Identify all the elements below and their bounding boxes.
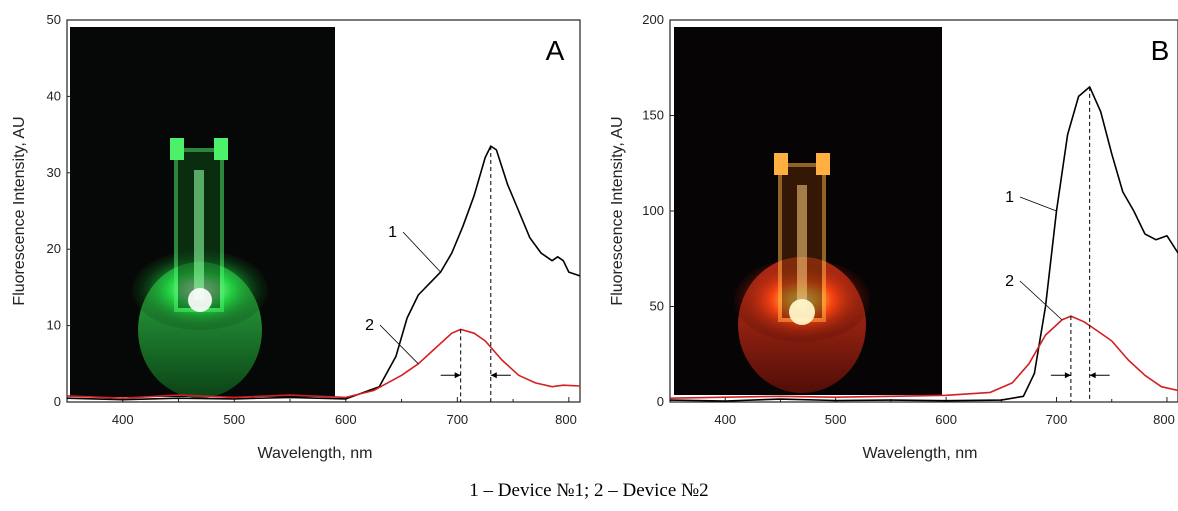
photo-inset-green	[70, 27, 335, 398]
curve-label-2: 2	[1005, 273, 1014, 290]
cuvette-liquid	[797, 185, 807, 310]
y-tick-label: 0	[657, 394, 664, 409]
figure-caption: 1 – Device №1; 2 – Device №2	[469, 480, 709, 501]
curve-leader-1	[1019, 196, 1057, 212]
x-tick-label: 700	[446, 412, 468, 427]
y-tick-label: 200	[642, 12, 664, 27]
photo-inset-red	[674, 27, 942, 395]
x-axis-label-a: Wavelength, nm	[257, 445, 372, 462]
x-ticks-a: 400 500 600 700 800	[66, 397, 577, 427]
cuvette-rim-right	[816, 153, 830, 175]
y-tick-label: 10	[47, 318, 61, 333]
x-tick-label: 800	[555, 412, 577, 427]
x-tick-label: 400	[112, 412, 134, 427]
light-source	[188, 288, 212, 312]
curve-leader-2	[379, 324, 419, 365]
y-axis-label-b: Fluorescence Intensity, AU	[609, 116, 626, 305]
series-line-1	[669, 86, 1178, 402]
shift-arrow-right-head	[1089, 372, 1096, 379]
x-axis-label-b: Wavelength, nm	[862, 445, 977, 462]
x-tick-label: 400	[714, 412, 736, 427]
cuvette-rim-left	[170, 138, 184, 160]
cuvette-liquid	[194, 170, 204, 300]
x-tick-label: 800	[1153, 412, 1175, 427]
y-ticks-a: 0 10 20 30 40 50	[47, 12, 72, 409]
curve-label-2: 2	[365, 317, 374, 334]
x-tick-label: 600	[335, 412, 357, 427]
shift-arrow-left-head	[1064, 372, 1071, 379]
x-tick-label: 500	[825, 412, 847, 427]
shift-arrow-right-head	[490, 372, 497, 379]
curve-leader-2	[1019, 280, 1063, 321]
y-tick-label: 0	[54, 394, 61, 409]
y-tick-label: 40	[47, 88, 61, 103]
series-line-2	[66, 328, 581, 400]
x-tick-label: 500	[223, 412, 245, 427]
y-ticks-b: 0 50 100 150 200	[642, 12, 675, 409]
y-tick-label: 20	[47, 241, 61, 256]
series-line-1	[66, 145, 581, 401]
panel-letter-a: A	[546, 35, 565, 66]
x-tick-label: 600	[935, 412, 957, 427]
cuvette-rim-left	[774, 153, 788, 175]
curves-a	[66, 145, 581, 401]
curve-label-1: 1	[1005, 189, 1014, 206]
annotations-b: 12	[1005, 86, 1110, 402]
y-tick-label: 30	[47, 165, 61, 180]
y-tick-label: 100	[642, 203, 664, 218]
curve-label-1: 1	[388, 224, 397, 241]
cuvette-rim-right	[214, 138, 228, 160]
plot-frame-a	[66, 19, 581, 403]
x-tick-label: 700	[1046, 412, 1068, 427]
series-line-2	[669, 315, 1178, 399]
y-axis-label-a: Fluorescence Intensity, AU	[11, 116, 28, 305]
y-tick-label: 50	[650, 299, 664, 314]
y-tick-label: 150	[642, 108, 664, 123]
curve-leader-1	[402, 231, 441, 273]
panel-letter-b: B	[1151, 35, 1170, 66]
y-tick-label: 50	[47, 12, 61, 27]
light-source	[789, 299, 815, 325]
annotations-a: 12	[365, 146, 511, 402]
shift-arrow-left-head	[454, 372, 461, 379]
curves-b	[669, 86, 1178, 402]
